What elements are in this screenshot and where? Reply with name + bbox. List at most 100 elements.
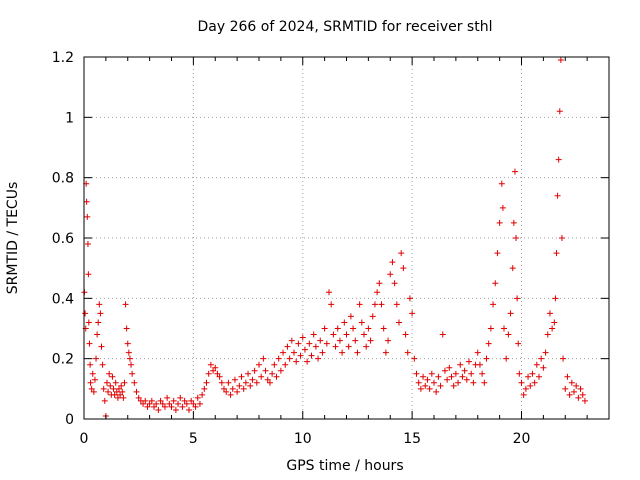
data-point bbox=[172, 406, 179, 413]
data-point bbox=[293, 358, 300, 365]
data-point bbox=[459, 373, 466, 380]
data-point bbox=[89, 370, 96, 377]
data-point bbox=[264, 376, 271, 383]
data-point bbox=[273, 373, 280, 380]
y-tick-label: 1 bbox=[65, 110, 74, 126]
data-point bbox=[96, 301, 103, 308]
data-point bbox=[236, 382, 243, 389]
data-point bbox=[129, 370, 136, 377]
data-point bbox=[522, 385, 529, 392]
data-point bbox=[284, 343, 291, 350]
data-point bbox=[221, 385, 227, 392]
data-point bbox=[468, 370, 475, 377]
data-point bbox=[288, 337, 295, 344]
data-point bbox=[177, 394, 184, 401]
chart-title: Day 266 of 2024, SRMTID for receiver sth… bbox=[198, 19, 493, 35]
data-point bbox=[554, 192, 561, 199]
y-tick-label: 0.8 bbox=[52, 171, 74, 187]
data-point bbox=[391, 280, 398, 287]
data-point bbox=[431, 379, 437, 386]
data-point bbox=[192, 403, 199, 410]
data-point bbox=[201, 385, 208, 392]
data-point bbox=[275, 355, 282, 362]
data-point bbox=[295, 340, 302, 347]
data-point bbox=[398, 250, 405, 257]
data-point bbox=[365, 325, 372, 332]
data-point bbox=[196, 400, 203, 407]
data-point bbox=[86, 340, 93, 347]
data-point bbox=[336, 337, 343, 344]
data-point bbox=[199, 391, 206, 398]
data-point bbox=[546, 310, 553, 317]
data-point bbox=[155, 406, 162, 413]
data-point bbox=[125, 349, 132, 356]
data-point bbox=[85, 319, 92, 326]
data-point bbox=[146, 400, 153, 407]
data-point bbox=[328, 301, 335, 308]
data-point bbox=[518, 379, 525, 386]
data-point bbox=[229, 385, 236, 392]
data-point bbox=[513, 235, 520, 241]
data-point bbox=[310, 331, 317, 338]
data-point bbox=[194, 394, 201, 401]
data-point bbox=[280, 349, 287, 356]
data-point bbox=[358, 319, 365, 326]
data-point bbox=[124, 340, 131, 347]
y-tick-label: 0.2 bbox=[52, 352, 74, 368]
data-point bbox=[238, 373, 245, 380]
data-point bbox=[90, 388, 97, 395]
data-point bbox=[326, 289, 332, 296]
data-point bbox=[393, 301, 400, 308]
data-point bbox=[415, 379, 422, 386]
data-point bbox=[205, 370, 212, 377]
data-point bbox=[282, 361, 289, 368]
data-point bbox=[247, 382, 254, 389]
data-point bbox=[367, 337, 374, 344]
data-point bbox=[514, 295, 521, 302]
data-point bbox=[382, 349, 389, 356]
data-point bbox=[100, 385, 107, 392]
data-point bbox=[103, 379, 110, 386]
data-point bbox=[179, 403, 186, 410]
data-point bbox=[417, 385, 424, 392]
data-point bbox=[549, 325, 556, 332]
data-point bbox=[466, 358, 472, 365]
data-point bbox=[571, 388, 577, 395]
data-point bbox=[164, 394, 171, 401]
data-point bbox=[536, 373, 542, 380]
data-point bbox=[490, 301, 497, 308]
data-point bbox=[575, 394, 582, 401]
y-axis-label: SRMTID / TECUs bbox=[5, 182, 21, 295]
data-point bbox=[207, 361, 214, 368]
data-point bbox=[511, 168, 518, 175]
data-point bbox=[304, 358, 311, 365]
data-point bbox=[389, 259, 396, 266]
data-point bbox=[105, 388, 112, 395]
data-point bbox=[271, 361, 278, 368]
data-point bbox=[116, 385, 122, 392]
data-point bbox=[161, 403, 168, 410]
data-point bbox=[463, 376, 470, 383]
data-points bbox=[81, 57, 588, 419]
data-point bbox=[422, 382, 429, 389]
data-point bbox=[485, 340, 492, 347]
data-point bbox=[437, 382, 444, 389]
data-point bbox=[520, 391, 527, 398]
data-point bbox=[188, 397, 195, 404]
data-point bbox=[114, 394, 121, 401]
data-point bbox=[88, 385, 95, 392]
data-point bbox=[487, 325, 494, 332]
data-point bbox=[168, 403, 175, 410]
data-point bbox=[190, 400, 197, 407]
plot-frame bbox=[83, 56, 610, 420]
data-point bbox=[433, 388, 440, 395]
data-point bbox=[212, 364, 219, 371]
data-point bbox=[112, 379, 119, 386]
data-point bbox=[297, 352, 304, 359]
data-point bbox=[339, 349, 346, 356]
data-point bbox=[540, 364, 547, 371]
data-point bbox=[214, 370, 221, 377]
data-point bbox=[260, 355, 267, 362]
data-point bbox=[552, 295, 559, 302]
data-point bbox=[347, 313, 354, 320]
